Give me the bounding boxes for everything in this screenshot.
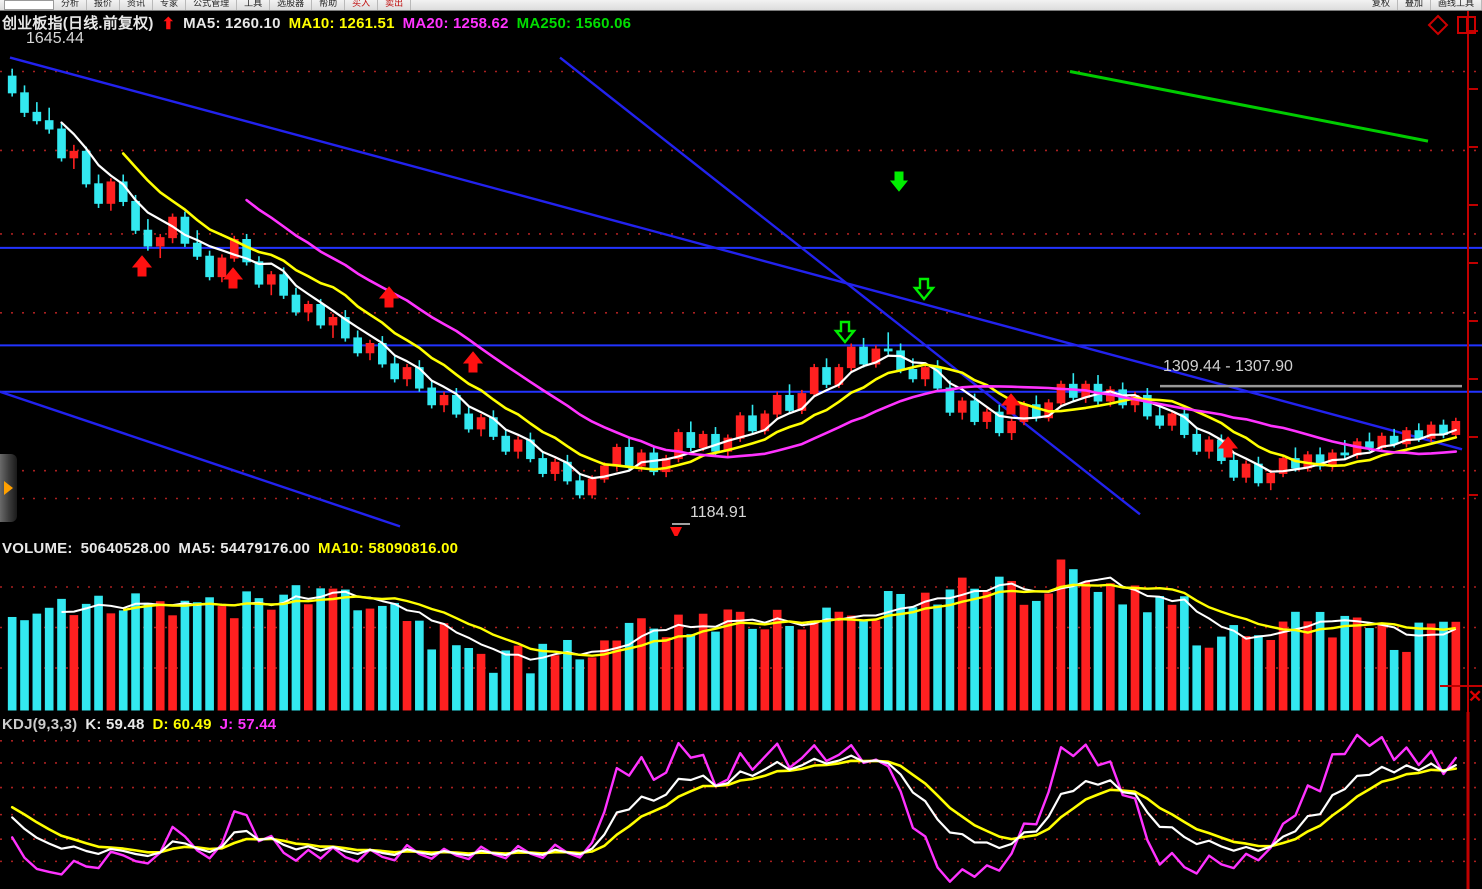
ma20-readout: MA20: 1258.62 [402, 15, 509, 32]
toolbar-button-2[interactable]: 资讯 [120, 0, 154, 10]
high-price-label: 1645.44 [26, 30, 84, 47]
split-window-icon[interactable] [1456, 14, 1478, 36]
price-panel-title: 创业板指(日线.前复权) [2, 15, 154, 32]
toolbar-sell-button[interactable]: 卖出 [378, 0, 412, 10]
volume-ma10-readout: MA10: 58090816.00 [318, 540, 459, 557]
kdj-title: KDJ(9,3,3) [2, 716, 78, 733]
price-range-label: 1309.44 - 1307.90 [1163, 358, 1293, 375]
chart-corner-tools[interactable] [1427, 14, 1478, 36]
toolbar-right-button-2[interactable]: 画线工具 [1431, 0, 1482, 10]
toolbar-right-button-1[interactable]: 叠加 [1398, 0, 1431, 10]
toolbar-button-5[interactable]: 工具 [237, 0, 271, 10]
volume-panel-header: VOLUME: 50640528.00 MA5: 54479176.00 MA10: … [2, 540, 466, 557]
toolbar-button-1[interactable]: 报价 [87, 0, 121, 10]
low-price-label: 1184.91 [690, 504, 747, 521]
diamond-icon[interactable] [1427, 14, 1449, 36]
price-chart-canvas[interactable] [0, 11, 1482, 536]
toolbar-code-input[interactable] [4, 0, 54, 10]
toolbar-button-3[interactable]: 专家 [153, 0, 187, 10]
ma250-readout: MA250: 1560.06 [516, 15, 632, 32]
chevron-right-icon [4, 481, 13, 495]
toolbar-button-7[interactable]: 帮助 [312, 0, 346, 10]
toolbar-button-4[interactable]: 公式管理 [186, 0, 238, 10]
toolbar-button-0[interactable]: 分析 [54, 0, 88, 10]
trend-up-arrow-icon: ⬆ [161, 16, 176, 33]
kdj-d-readout: D: 60.49 [152, 716, 212, 733]
ma5-readout: MA5: 1260.10 [183, 15, 281, 32]
price-chart-panel[interactable] [0, 11, 1482, 536]
volume-chart-canvas[interactable] [0, 536, 1482, 712]
toolbar-spacer [411, 0, 1365, 10]
sidebar-expand-handle[interactable] [0, 454, 17, 522]
kdj-j-readout: J: 57.44 [219, 716, 277, 733]
close-icon[interactable]: ✕ [1468, 687, 1482, 706]
volume-chart-panel[interactable] [0, 536, 1482, 712]
kdj-panel-header: KDJ(9,3,3) K: 59.48 D: 60.49 J: 57.44 [2, 716, 284, 733]
kdj-k-readout: K: 59.48 [85, 716, 145, 733]
volume-title: VOLUME: [2, 540, 73, 557]
toolbar-button-6[interactable]: 选股器 [270, 0, 313, 10]
top-toolbar[interactable]: 分析 报价 资讯 专家 公式管理 工具 选股器 帮助 买入 卖出 复权 叠加 画… [0, 0, 1482, 11]
kdj-chart-panel[interactable] [0, 712, 1482, 889]
price-panel-header: 创业板指(日线.前复权) ⬆ MA5: 1260.10 MA10: 1261.51 MA… [2, 12, 639, 33]
volume-ma5-readout: MA5: 54479176.00 [178, 540, 310, 557]
ma10-readout: MA10: 1261.51 [288, 15, 395, 32]
volume-value: 50640528.00 [80, 540, 171, 557]
toolbar-buy-button[interactable]: 买入 [345, 0, 379, 10]
kdj-chart-canvas[interactable] [0, 712, 1482, 889]
toolbar-right-button-0[interactable]: 复权 [1365, 0, 1398, 10]
